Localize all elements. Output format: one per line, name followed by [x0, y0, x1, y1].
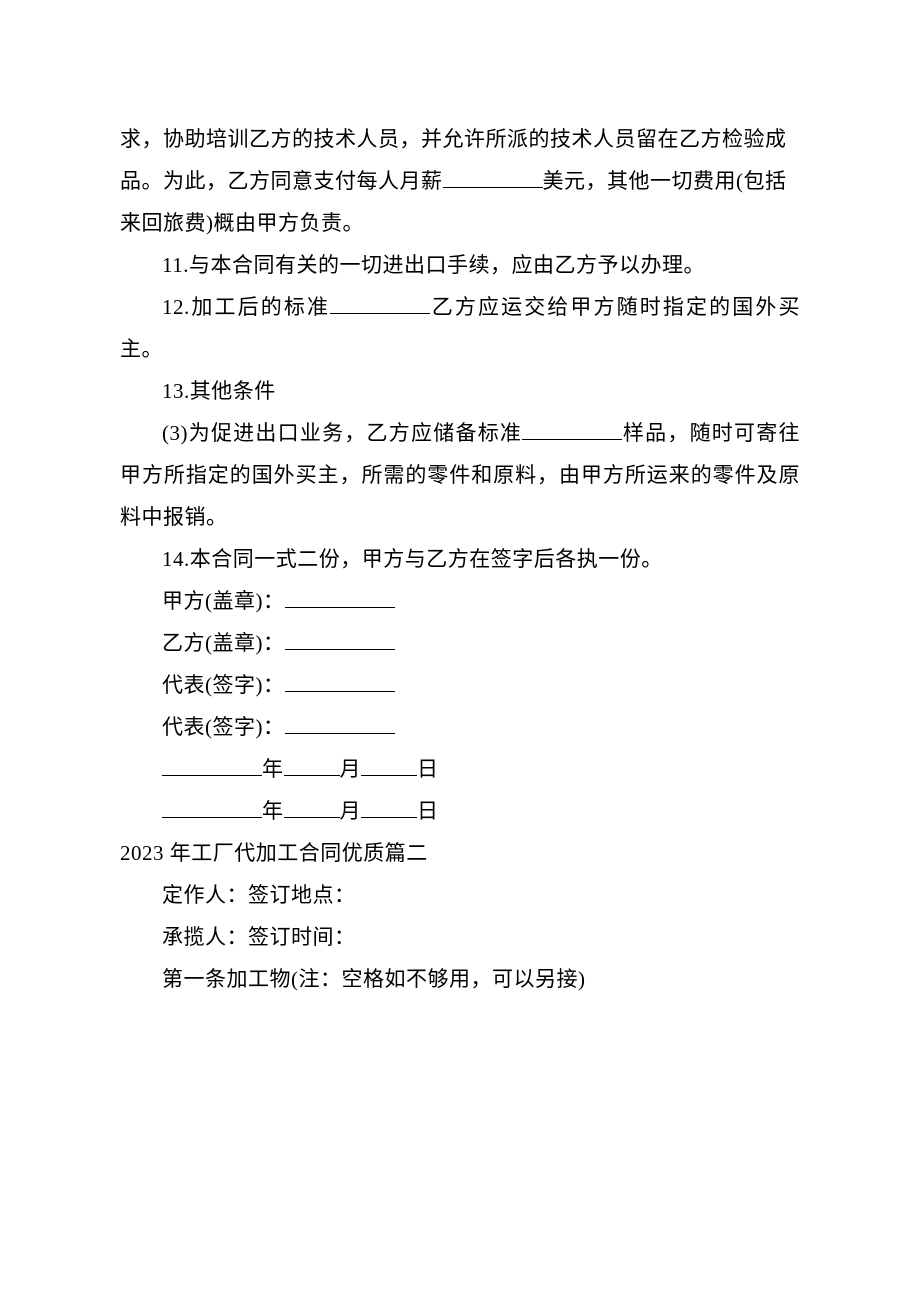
text-segment: 代表(签字)：	[162, 715, 285, 739]
text-segment: 承揽人：签订时间：	[162, 925, 356, 949]
label-year: 年	[262, 757, 284, 781]
clause-12: 12.加工后的标准乙方应运交给甲方随时指定的国外买主。	[120, 286, 800, 370]
paragraph-continuation: 求，协助培训乙方的技术人员，并允许所派的技术人员留在乙方检验成品。为此，乙方同意…	[120, 118, 800, 244]
blank-sample	[522, 418, 622, 440]
blank-rep-2-sign	[285, 712, 395, 734]
text-segment: 代表(签字)：	[162, 673, 285, 697]
label-month: 月	[340, 799, 362, 823]
blank-month-2	[284, 796, 340, 818]
clause-13: 13.其他条件	[120, 370, 800, 412]
blank-party-a-seal	[285, 586, 395, 608]
blank-year-2	[162, 796, 262, 818]
section-2-line-3: 第一条加工物(注：空格如不够用，可以另接)	[120, 958, 800, 1000]
text-segment: 甲方(盖章)：	[162, 589, 285, 613]
text-segment: 2023 年工厂代加工合同优质篇二	[120, 841, 428, 865]
text-segment: 第一条加工物(注：空格如不够用，可以另接)	[162, 967, 586, 991]
blank-salary	[443, 166, 543, 188]
label-day: 日	[417, 757, 439, 781]
text-segment: 12.加工后的标准	[162, 295, 330, 319]
blank-month-1	[284, 754, 340, 776]
date-line-1: 年月日	[120, 748, 800, 790]
text-segment: 14.本合同一式二份，甲方与乙方在签字后各执一份。	[162, 547, 663, 571]
text-segment: 定作人：签订地点：	[162, 883, 356, 907]
blank-day-2	[361, 796, 417, 818]
signature-party-a: 甲方(盖章)：	[120, 580, 800, 622]
date-line-2: 年月日	[120, 790, 800, 832]
signature-party-b: 乙方(盖章)：	[120, 622, 800, 664]
document-page: 求，协助培训乙方的技术人员，并允许所派的技术人员留在乙方检验成品。为此，乙方同意…	[0, 0, 920, 1302]
clause-14: 14.本合同一式二份，甲方与乙方在签字后各执一份。	[120, 538, 800, 580]
blank-standard	[330, 292, 430, 314]
signature-rep-2: 代表(签字)：	[120, 706, 800, 748]
label-day: 日	[417, 799, 439, 823]
signature-rep-1: 代表(签字)：	[120, 664, 800, 706]
label-year: 年	[262, 799, 284, 823]
blank-rep-1-sign	[285, 670, 395, 692]
blank-year-1	[162, 754, 262, 776]
text-segment: 11.与本合同有关的一切进出口手续，应由乙方予以办理。	[162, 253, 705, 277]
section-2-line-2: 承揽人：签订时间：	[120, 916, 800, 958]
clause-13-sub3: (3)为促进出口业务，乙方应储备标准样品，随时可寄往甲方所指定的国外买主，所需的…	[120, 412, 800, 538]
blank-party-b-seal	[285, 628, 395, 650]
section-2-line-1: 定作人：签订地点：	[120, 874, 800, 916]
text-segment: (3)为促进出口业务，乙方应储备标准	[162, 421, 522, 445]
text-segment: 13.其他条件	[162, 379, 276, 403]
clause-11: 11.与本合同有关的一切进出口手续，应由乙方予以办理。	[120, 244, 800, 286]
text-segment: 乙方(盖章)：	[162, 631, 285, 655]
blank-day-1	[361, 754, 417, 776]
section-2-title: 2023 年工厂代加工合同优质篇二	[120, 832, 800, 874]
label-month: 月	[340, 757, 362, 781]
